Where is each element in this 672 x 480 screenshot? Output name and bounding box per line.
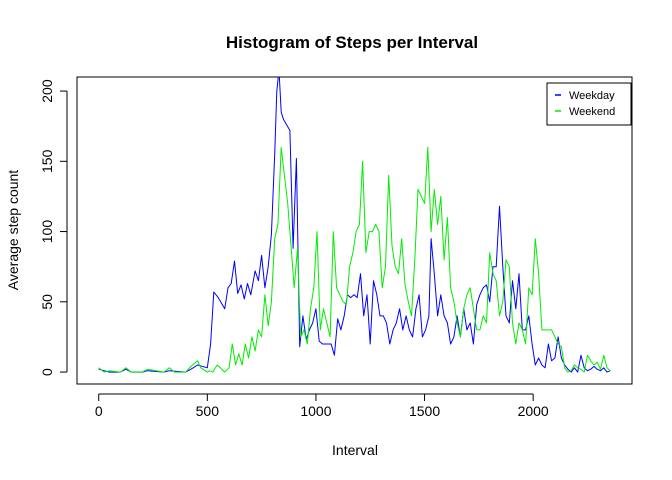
legend-label-weekend: Weekend <box>569 106 615 118</box>
x-axis-label: Interval <box>332 442 378 458</box>
y-tick-label: 150 <box>39 149 55 173</box>
series-line-weekend <box>98 146 611 373</box>
axes: 0 500 1000 1500 2000 0 50 100 150 200 <box>39 79 549 419</box>
y-tick-label: 50 <box>39 294 55 310</box>
y-tick-label: 0 <box>39 368 55 376</box>
x-tick-label: 500 <box>196 403 220 419</box>
x-tick-label: 1000 <box>300 403 331 419</box>
y-axis-label: Average step count <box>5 170 21 290</box>
x-tick-label: 1500 <box>409 403 440 419</box>
series-line-weekday <box>98 77 611 373</box>
x-tick-label: 0 <box>95 403 103 419</box>
legend-label-weekday: Weekday <box>569 90 615 102</box>
y-tick-label: 100 <box>39 220 55 244</box>
plot-frame <box>76 76 633 385</box>
x-tick-label: 2000 <box>518 403 549 419</box>
legend-box <box>546 82 632 126</box>
chart-title: Histogram of Steps per Interval <box>226 33 478 52</box>
y-tick-label: 200 <box>39 79 55 103</box>
legend: Weekday Weekend <box>546 82 632 126</box>
series-lines <box>98 77 611 373</box>
